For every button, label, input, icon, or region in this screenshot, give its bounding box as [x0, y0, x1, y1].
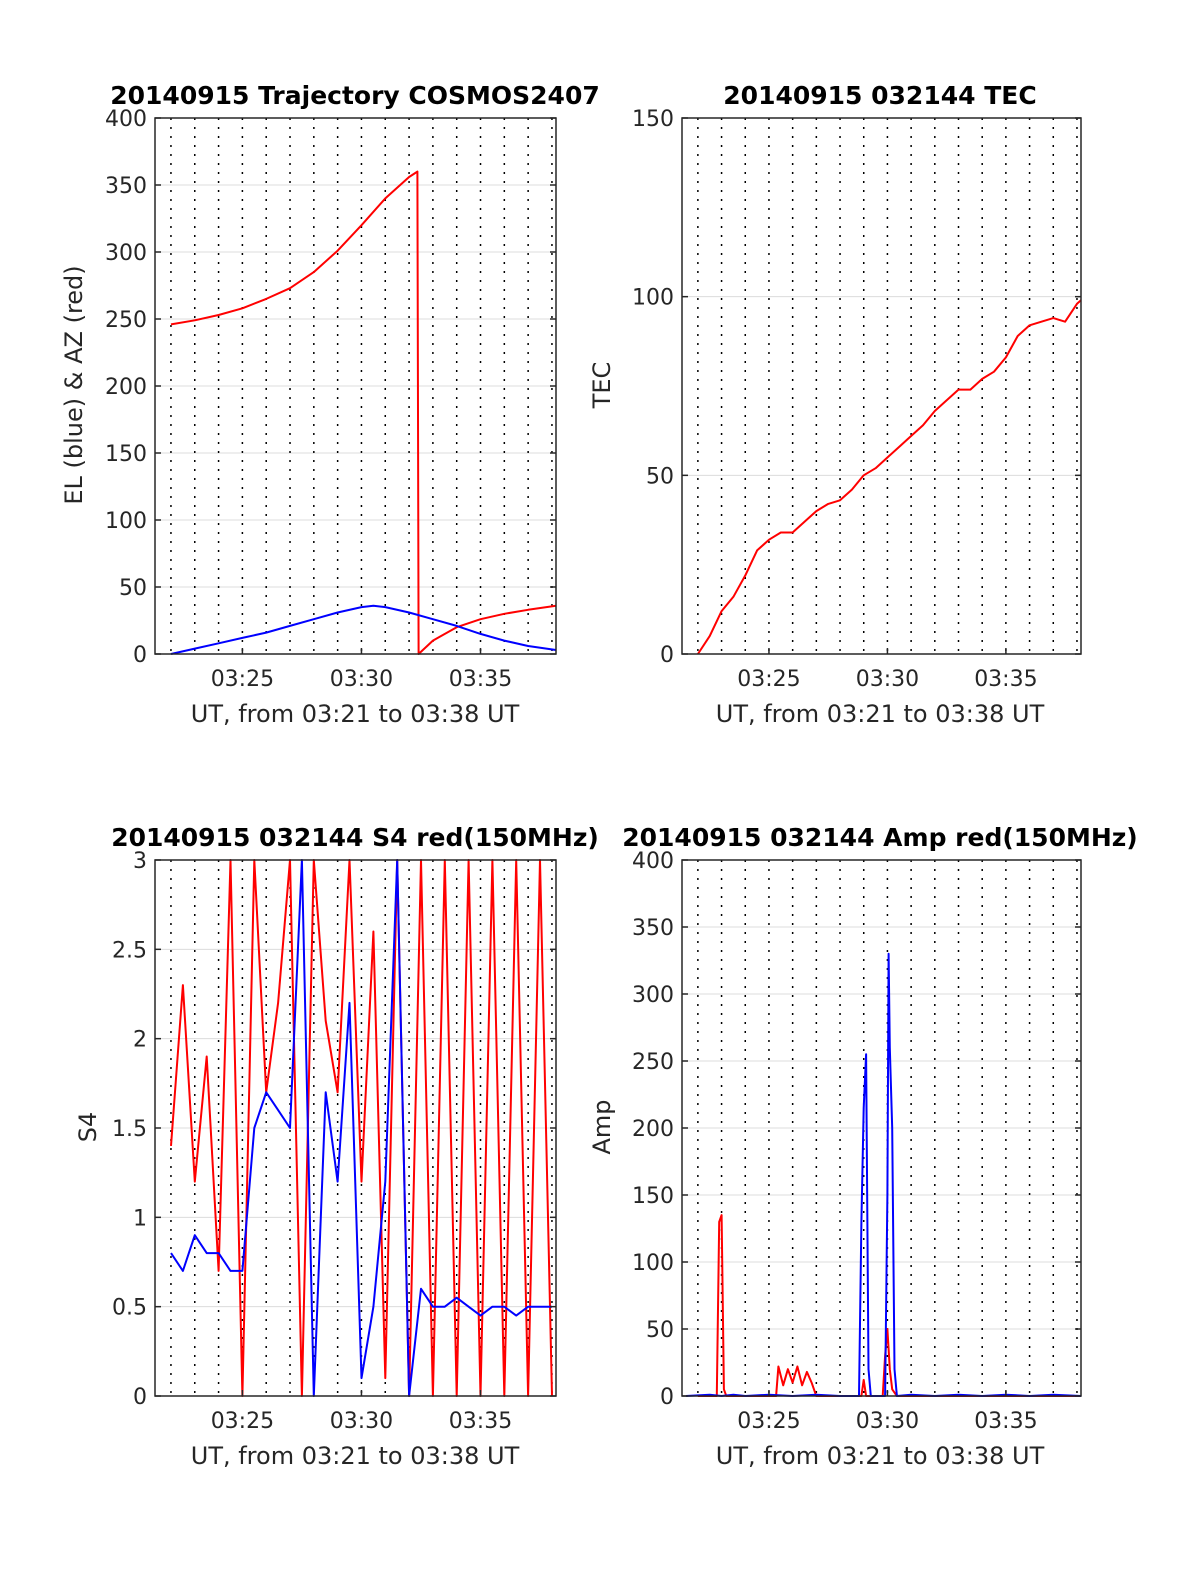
trajectory-xtick-label: 03:25 — [211, 667, 274, 692]
amp-ytick-label: 0 — [660, 1385, 674, 1410]
trajectory-xtick-label: 03:35 — [449, 667, 512, 692]
amp-xtick-label: 03:30 — [856, 1409, 919, 1434]
trajectory-ytick-label: 0 — [133, 643, 147, 668]
tec-panel: 20140915 032144 TEC UT, from 03:21 to 03… — [588, 81, 1082, 728]
s4-ytick-label: 1 — [133, 1206, 147, 1231]
amp-ytick-label: 350 — [632, 916, 674, 941]
amp-xlabel: UT, from 03:21 to 03:38 UT — [716, 1442, 1045, 1470]
trajectory-ytick-label: 150 — [105, 442, 147, 467]
tec-ytick-label: 100 — [632, 286, 674, 311]
amp-ytick-label: 50 — [646, 1318, 674, 1343]
trajectory-ytick-label: 250 — [105, 308, 147, 333]
s4-xtick-label: 03:35 — [449, 1409, 512, 1434]
trajectory-series-1-line — [170, 170, 557, 655]
s4-xtick-label: 03:30 — [330, 1409, 393, 1434]
trajectory-ytick-label: 200 — [105, 375, 147, 400]
s4-ytick-label: 1.5 — [112, 1117, 147, 1142]
s4-title: 20140915 032144 S4 red(150MHz) — [111, 823, 599, 852]
amp-ytick-label: 250 — [632, 1050, 674, 1075]
s4-ytick-label: 3 — [133, 849, 147, 874]
tec-ylabel: TEC — [588, 362, 616, 410]
trajectory-ytick-label: 300 — [105, 241, 147, 266]
amp-title: 20140915 032144 Amp red(150MHz) — [622, 823, 1138, 852]
s4-series-1-line — [170, 859, 553, 1397]
amp-ytick-label: 150 — [632, 1184, 674, 1209]
amp-ylabel: Amp — [588, 1099, 616, 1154]
tec-series-1-line — [697, 299, 1082, 655]
trajectory-xlabel: UT, from 03:21 to 03:38 UT — [191, 700, 520, 728]
tec-xlabel: UT, from 03:21 to 03:38 UT — [716, 700, 1045, 728]
trajectory-panel: 20140915 Trajectory COSMOS2407 UT, from … — [60, 81, 600, 728]
amp-ytick-label: 200 — [632, 1117, 674, 1142]
tec-axes-box — [681, 117, 1082, 655]
trajectory-ytick-label: 400 — [105, 107, 147, 132]
amp-ytick-label: 100 — [632, 1251, 674, 1276]
tec-ytick-label: 150 — [632, 107, 674, 132]
amp-ytick-label: 300 — [632, 983, 674, 1008]
tec-xtick-label: 03:25 — [737, 667, 800, 692]
amp-ytick-label: 400 — [632, 849, 674, 874]
s4-ytick-label: 0.5 — [112, 1296, 147, 1321]
s4-xtick-label: 03:25 — [211, 1409, 274, 1434]
amp-panel: 20140915 032144 Amp red(150MHz) UT, from… — [588, 823, 1138, 1470]
trajectory-title: 20140915 Trajectory COSMOS2407 — [110, 81, 600, 110]
amp-series-1-line — [697, 1214, 1081, 1397]
s4-series-2-line — [170, 859, 552, 1397]
amp-xtick-label: 03:25 — [737, 1409, 800, 1434]
trajectory-xtick-label: 03:30 — [330, 667, 393, 692]
trajectory-ytick-label: 50 — [119, 576, 147, 601]
amp-xtick-label: 03:35 — [974, 1409, 1037, 1434]
s4-ytick-label: 2.5 — [112, 938, 147, 963]
tec-ytick-label: 0 — [660, 643, 674, 668]
trajectory-series-2-line — [170, 604, 557, 655]
tec-ytick-label: 50 — [646, 464, 674, 489]
tec-title: 20140915 032144 TEC — [723, 81, 1036, 110]
s4-ytick-label: 2 — [133, 1028, 147, 1053]
trajectory-ytick-label: 100 — [105, 509, 147, 534]
s4-ylabel: S4 — [74, 1112, 102, 1143]
s4-ytick-label: 0 — [133, 1385, 147, 1410]
s4-panel: 20140915 032144 S4 red(150MHz) UT, from … — [74, 823, 599, 1470]
tec-xtick-label: 03:30 — [856, 667, 919, 692]
trajectory-ytick-label: 350 — [105, 174, 147, 199]
s4-xlabel: UT, from 03:21 to 03:38 UT — [191, 1442, 520, 1470]
tec-xtick-label: 03:35 — [974, 667, 1037, 692]
trajectory-ylabel: EL (blue) & AZ (red) — [60, 265, 88, 504]
